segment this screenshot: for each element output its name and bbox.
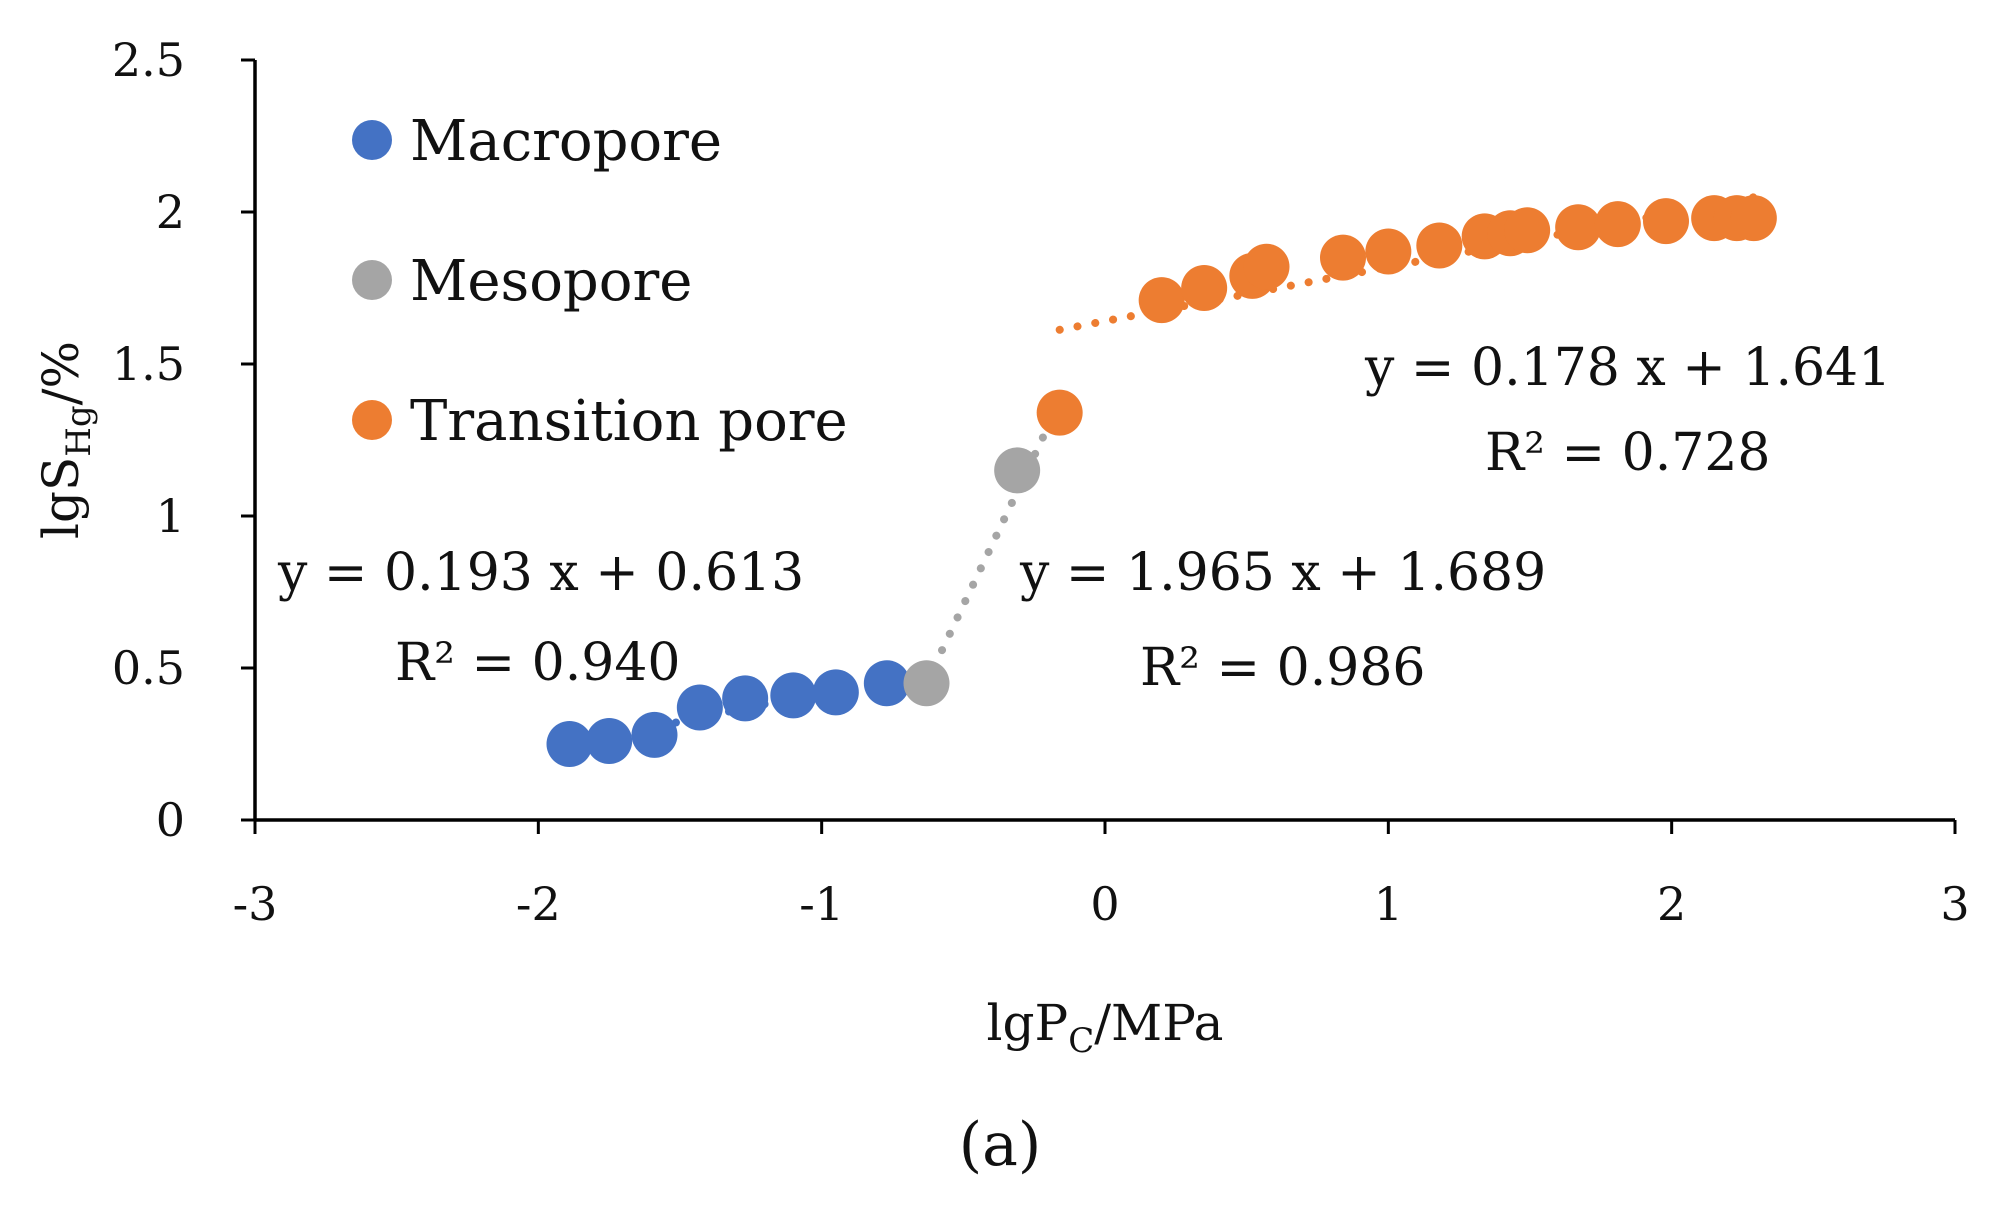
y-axis-ticks: 0 0.5 1 1.5 2 2.5 — [112, 33, 255, 847]
data-point-transition-pore — [1504, 207, 1551, 254]
legend-label-macropore: Macropore — [410, 109, 722, 174]
data-point-macropore — [546, 721, 593, 767]
data-point-transition-pore — [1181, 265, 1228, 311]
macropore-r2: R² = 0.940 — [395, 633, 681, 693]
y-tick-label: 1 — [156, 489, 185, 543]
data-point-transition-pore — [1730, 195, 1777, 242]
legend-label-transition-pore: Transition pore — [410, 389, 848, 454]
legend-label-mesopore: Mesopore — [410, 249, 692, 314]
data-point-mesopore — [903, 660, 950, 707]
data-point-transition-pore — [1416, 222, 1463, 269]
data-point-macropore — [770, 672, 817, 719]
transition-pore-equation: y = 0.178 x + 1.641 — [1364, 338, 1891, 398]
data-point-transition-pore — [1594, 201, 1641, 248]
x-axis-title-tail: /MPa — [1094, 994, 1223, 1052]
macropore-equation: y = 0.193 x + 0.613 — [277, 543, 804, 603]
legend-marker-mesopore — [352, 260, 392, 300]
data-point-transition-pore — [1138, 277, 1185, 324]
y-axis-title: lgSHg/% — [32, 341, 99, 539]
data-points — [546, 195, 1777, 767]
y-axis-title-tail: /% — [32, 341, 90, 405]
data-point-macropore — [722, 675, 769, 722]
data-point-transition-pore — [1036, 389, 1083, 436]
y-tick-label: 2 — [156, 185, 185, 239]
trendline-mesopore — [922, 398, 1064, 687]
mesopore-equation: y = 1.965 x + 1.689 — [1019, 543, 1546, 603]
data-point-transition-pore — [1555, 204, 1602, 251]
data-point-transition-pore — [1243, 243, 1290, 290]
data-point-mesopore — [994, 447, 1041, 494]
x-tick-label: 2 — [1657, 877, 1686, 931]
panel-label: (a) — [959, 1110, 1042, 1180]
data-point-transition-pore — [1365, 228, 1412, 275]
y-tick-label: 0 — [156, 793, 185, 847]
data-point-transition-pore — [1320, 234, 1366, 281]
x-tick-label: 1 — [1374, 877, 1403, 931]
x-tick-label: 3 — [1940, 877, 1969, 931]
transition-pore-r2: R² = 0.728 — [1485, 423, 1771, 483]
x-axis-title-main: lgP — [987, 994, 1069, 1052]
x-axis-title: lgPC/MPa — [987, 994, 1224, 1061]
y-axis-title-main: lgS — [32, 457, 90, 539]
data-point-macropore — [631, 711, 678, 758]
data-point-macropore — [863, 660, 910, 707]
legend-marker-macropore — [352, 120, 392, 160]
legend-marker-transition-pore — [352, 400, 392, 440]
data-point-macropore — [676, 684, 723, 731]
axes: -3 -2 -1 0 1 2 3 0 0.5 1 1.5 2 2.5 — [112, 33, 1970, 931]
data-point-macropore — [812, 669, 859, 716]
x-tick-label: -3 — [233, 877, 278, 931]
mesopore-r2: R² = 0.986 — [1140, 638, 1426, 698]
y-tick-label: 2.5 — [112, 33, 185, 87]
data-point-macropore — [586, 717, 633, 764]
y-tick-label: 0.5 — [112, 641, 185, 695]
y-axis-title-sub: Hg — [59, 405, 99, 456]
x-axis-title-sub: C — [1068, 1021, 1094, 1061]
x-tick-label: -1 — [799, 877, 844, 931]
data-point-transition-pore — [1643, 198, 1689, 245]
x-tick-label: 0 — [1090, 877, 1119, 931]
trend-annotations: y = 0.193 x + 0.613 R² = 0.940 y = 1.965… — [277, 338, 1891, 698]
x-tick-label: -2 — [516, 877, 561, 931]
x-axis-ticks: -3 -2 -1 0 1 2 3 — [233, 820, 1970, 931]
legend: Macropore Mesopore Transition pore — [352, 109, 848, 454]
y-tick-label: 1.5 — [112, 337, 185, 391]
